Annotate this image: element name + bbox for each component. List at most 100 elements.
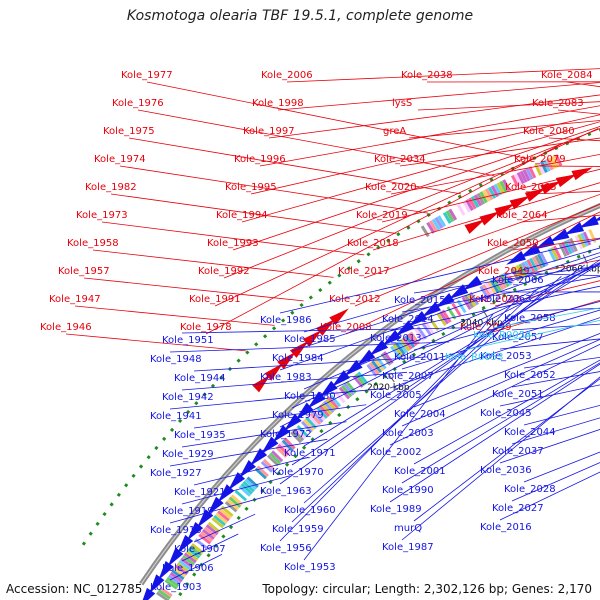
forward-feature-block — [431, 218, 441, 231]
reverse-leader-line — [169, 494, 273, 524]
forward-leader-line — [92, 249, 334, 278]
forward-leader-line — [65, 333, 247, 352]
reverse-feature-block — [500, 273, 510, 288]
reverse-leader-line — [181, 327, 471, 334]
reverse-gene-label: Kole_2004 — [394, 409, 446, 420]
rna-gene-label: Kole_R0053 — [445, 352, 504, 363]
forward-gene-label: Kole_1996 — [234, 154, 286, 165]
forward-feature-block — [473, 194, 483, 207]
reverse-feature-block — [294, 427, 307, 440]
forward-gene-label: Kole_1958 — [67, 238, 119, 249]
reverse-feature-block — [182, 555, 195, 566]
reverse-feature-block — [228, 496, 242, 508]
reverse-gene-label: Kole_1953 — [284, 562, 336, 573]
reverse-feature-block — [166, 576, 180, 588]
forward-leader-line — [354, 203, 600, 307]
reverse-gene-label: Kole_2013 — [370, 333, 422, 344]
reverse-gene-arrow — [382, 329, 402, 346]
reverse-feature-block — [178, 559, 192, 571]
forward-leader-line — [426, 81, 600, 83]
reverse-leader-line — [193, 513, 256, 543]
reverse-leader-line — [169, 387, 387, 410]
reverse-gene-label: Kole_1972 — [260, 429, 312, 440]
reverse-feature-block — [502, 272, 513, 286]
forward-leader-line — [259, 105, 600, 167]
forward-leader-line — [417, 101, 600, 111]
reverse-feature-block — [414, 328, 425, 342]
reverse-feature-block — [441, 309, 452, 323]
reverse-feature-block — [303, 418, 315, 431]
forward-gene-label: Kole_2006 — [261, 70, 313, 81]
reverse-feature-block — [409, 331, 420, 345]
scale-tick — [387, 373, 395, 383]
forward-feature-block — [485, 188, 494, 201]
reverse-feature-block — [371, 360, 383, 374]
forward-feature-block — [510, 174, 520, 188]
forward-gene-label: Kole_2080 — [523, 126, 575, 137]
reverse-feature-block — [479, 285, 490, 300]
reverse-leader-line — [413, 333, 600, 408]
reverse-gene-label: Kole_1984 — [272, 353, 324, 364]
reverse-feature-block — [157, 589, 171, 600]
forward-gene-label: Kole_2064 — [496, 210, 548, 221]
reverse-gene-label: Kole_1979 — [272, 410, 324, 421]
reverse-gene-label: Kole_1929 — [162, 449, 214, 460]
forward-leader-line — [390, 153, 600, 195]
forward-leader-line — [205, 142, 564, 335]
forward-leader-line — [232, 126, 600, 251]
forward-gene-label: Kole_1978 — [180, 322, 232, 333]
reverse-feature-block — [343, 383, 355, 396]
forward-leader-line — [277, 82, 600, 111]
reverse-feature-block — [159, 586, 173, 597]
forward-gene-arrow — [509, 195, 531, 210]
reverse-gene-label: Kole_2027 — [492, 503, 544, 514]
reverse-feature-block — [203, 526, 217, 538]
reverse-feature-block — [217, 510, 230, 522]
reverse-feature-block — [202, 528, 215, 540]
forward-gene-label: Kole_1975 — [103, 126, 155, 137]
reverse-feature-block — [523, 260, 533, 275]
forward-feature-block — [426, 221, 436, 234]
forward-gene-label: Kole_1995 — [225, 182, 277, 193]
reverse-gene-label: Kole_2044 — [504, 427, 556, 438]
forward-gene-arrow — [479, 211, 501, 226]
forward-feature-block — [540, 160, 548, 174]
reverse-gene-arrow — [435, 293, 455, 309]
forward-gene-label: Kole_2008 — [320, 322, 372, 333]
reverse-gene-label: Kole_1935 — [174, 430, 226, 441]
forward-leader-line — [137, 109, 495, 177]
reverse-leader-line — [389, 363, 600, 503]
reverse-gene-arrow — [563, 221, 585, 235]
reverse-feature-block — [451, 303, 462, 317]
reverse-gene-label: Kole_1906 — [162, 563, 214, 574]
reverse-gene-label: Kole_2066 — [492, 275, 544, 286]
reverse-feature-block — [392, 343, 404, 357]
reverse-feature-block — [547, 248, 557, 263]
forward-feature-block — [513, 173, 522, 186]
reverse-feature-block — [482, 284, 492, 298]
forward-gene-label: Kole_2020 — [365, 182, 417, 193]
forward-gene-arrow — [555, 174, 577, 188]
reverse-gene-label: Kole_1990 — [382, 485, 434, 496]
reverse-gene-label: Kole_1907 — [174, 544, 226, 555]
reverse-gene-arrow — [549, 228, 570, 243]
reverse-feature-block — [279, 441, 292, 454]
reverse-gene-label: Kole_1919 — [162, 506, 214, 517]
reverse-leader-line — [389, 343, 600, 446]
reverse-feature-block — [226, 498, 240, 511]
reverse-feature-block — [329, 394, 342, 408]
forward-feature-block — [462, 200, 471, 213]
forward-leader-line — [214, 128, 599, 307]
reverse-feature-block — [531, 256, 541, 271]
reverse-gene-label: Kole_1983 — [260, 372, 312, 383]
reverse-gene-label: Kole_2051 — [492, 389, 544, 400]
forward-gene-label: Kole_1993 — [207, 238, 259, 249]
reverse-gene-arrow — [207, 496, 224, 516]
forward-gene-label: Kole_1957 — [58, 266, 110, 277]
reverse-leader-line — [291, 259, 600, 466]
reverse-gene-arrow — [149, 574, 165, 594]
forward-gene-label: Kole_1992 — [198, 266, 250, 277]
forward-feature-block — [502, 179, 511, 192]
reverse-leader-line — [413, 265, 600, 294]
